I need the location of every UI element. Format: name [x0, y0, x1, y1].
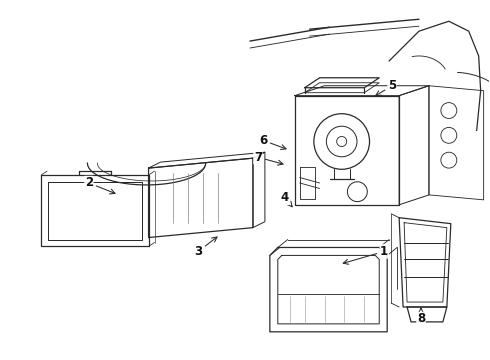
Text: 1: 1	[343, 245, 388, 264]
Text: 8: 8	[417, 308, 425, 325]
Text: 6: 6	[259, 134, 286, 149]
Text: 4: 4	[281, 192, 292, 207]
Text: 7: 7	[254, 151, 283, 165]
Text: 5: 5	[376, 79, 396, 96]
Text: 3: 3	[194, 237, 217, 258]
Text: 2: 2	[85, 176, 115, 194]
